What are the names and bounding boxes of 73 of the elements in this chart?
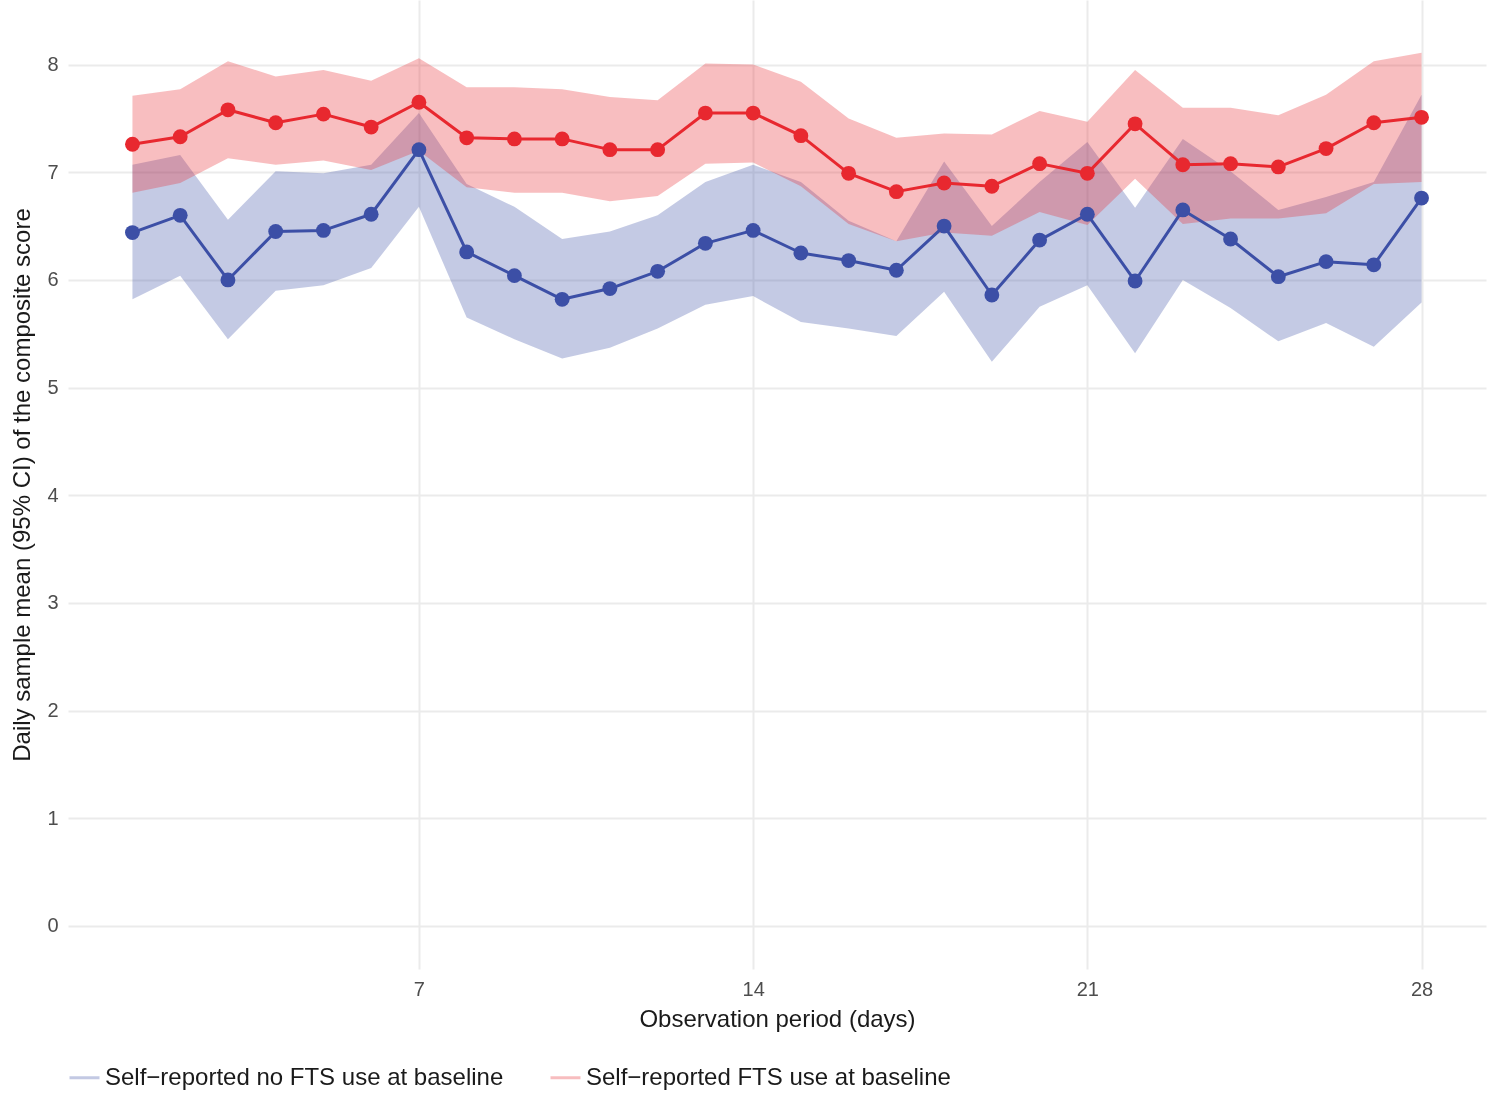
point [793, 128, 809, 144]
point [363, 119, 379, 135]
point [1079, 165, 1095, 181]
y-tick-label: 4 [47, 483, 59, 506]
point [1270, 269, 1286, 285]
point [936, 175, 952, 191]
point [1366, 257, 1382, 273]
y-tick-label: 1 [47, 806, 59, 829]
y-tick-label: 7 [47, 160, 59, 183]
y-tick-label: 8 [47, 53, 59, 76]
point [1175, 202, 1191, 218]
point [268, 115, 284, 131]
point [172, 207, 188, 223]
point [125, 225, 140, 240]
point [268, 224, 284, 239]
point [220, 102, 236, 118]
point [697, 105, 713, 121]
point [602, 281, 618, 296]
x-tick-label: 7 [413, 977, 425, 1000]
point [984, 178, 1000, 194]
point [1079, 206, 1095, 222]
point [554, 131, 570, 147]
x-tick-label: 28 [1410, 977, 1434, 1000]
point [1366, 115, 1382, 131]
point [650, 142, 666, 158]
point [1318, 141, 1334, 156]
point [1032, 156, 1048, 172]
y-tick-label: 2 [47, 699, 59, 722]
point [411, 94, 427, 110]
point [220, 272, 236, 288]
y-tick-label: 3 [47, 591, 59, 614]
legend-label: Self−reported no FTS use at baseline [105, 1062, 504, 1090]
point [841, 253, 857, 268]
point [888, 262, 904, 278]
point [363, 206, 379, 222]
point [888, 184, 904, 200]
point [459, 130, 475, 146]
y-tick-label: 0 [47, 914, 59, 937]
y-axis-title: Daily sample mean (95% CI) of the composite score [8, 208, 36, 762]
point [1414, 190, 1429, 206]
y-tick-label: 5 [47, 376, 59, 399]
point [841, 165, 857, 181]
point [1318, 254, 1334, 270]
legend-label: Self−reported FTS use at baseline [586, 1062, 951, 1090]
point [316, 106, 331, 122]
point [1414, 109, 1429, 125]
point [172, 129, 188, 145]
point [411, 142, 427, 158]
point [984, 287, 1000, 303]
point [1223, 231, 1238, 247]
x-tick-label: 21 [1076, 977, 1099, 1000]
point [554, 291, 570, 307]
point [650, 263, 666, 279]
point [1175, 157, 1191, 173]
point [1270, 159, 1286, 175]
point [602, 142, 618, 158]
point [745, 105, 761, 121]
point [745, 223, 761, 238]
point [1032, 232, 1048, 248]
point [316, 223, 331, 238]
x-tick-label: 14 [742, 977, 765, 1000]
x-axis-title: Observation period (days) [639, 1004, 916, 1032]
point [1223, 156, 1238, 172]
point [793, 245, 809, 261]
y-tick-label: 6 [47, 268, 59, 291]
point [697, 235, 713, 251]
point [936, 218, 952, 234]
point [1127, 273, 1143, 289]
point [506, 268, 522, 284]
point [506, 131, 522, 147]
point [459, 244, 475, 260]
point [125, 136, 140, 152]
point [1127, 116, 1143, 132]
